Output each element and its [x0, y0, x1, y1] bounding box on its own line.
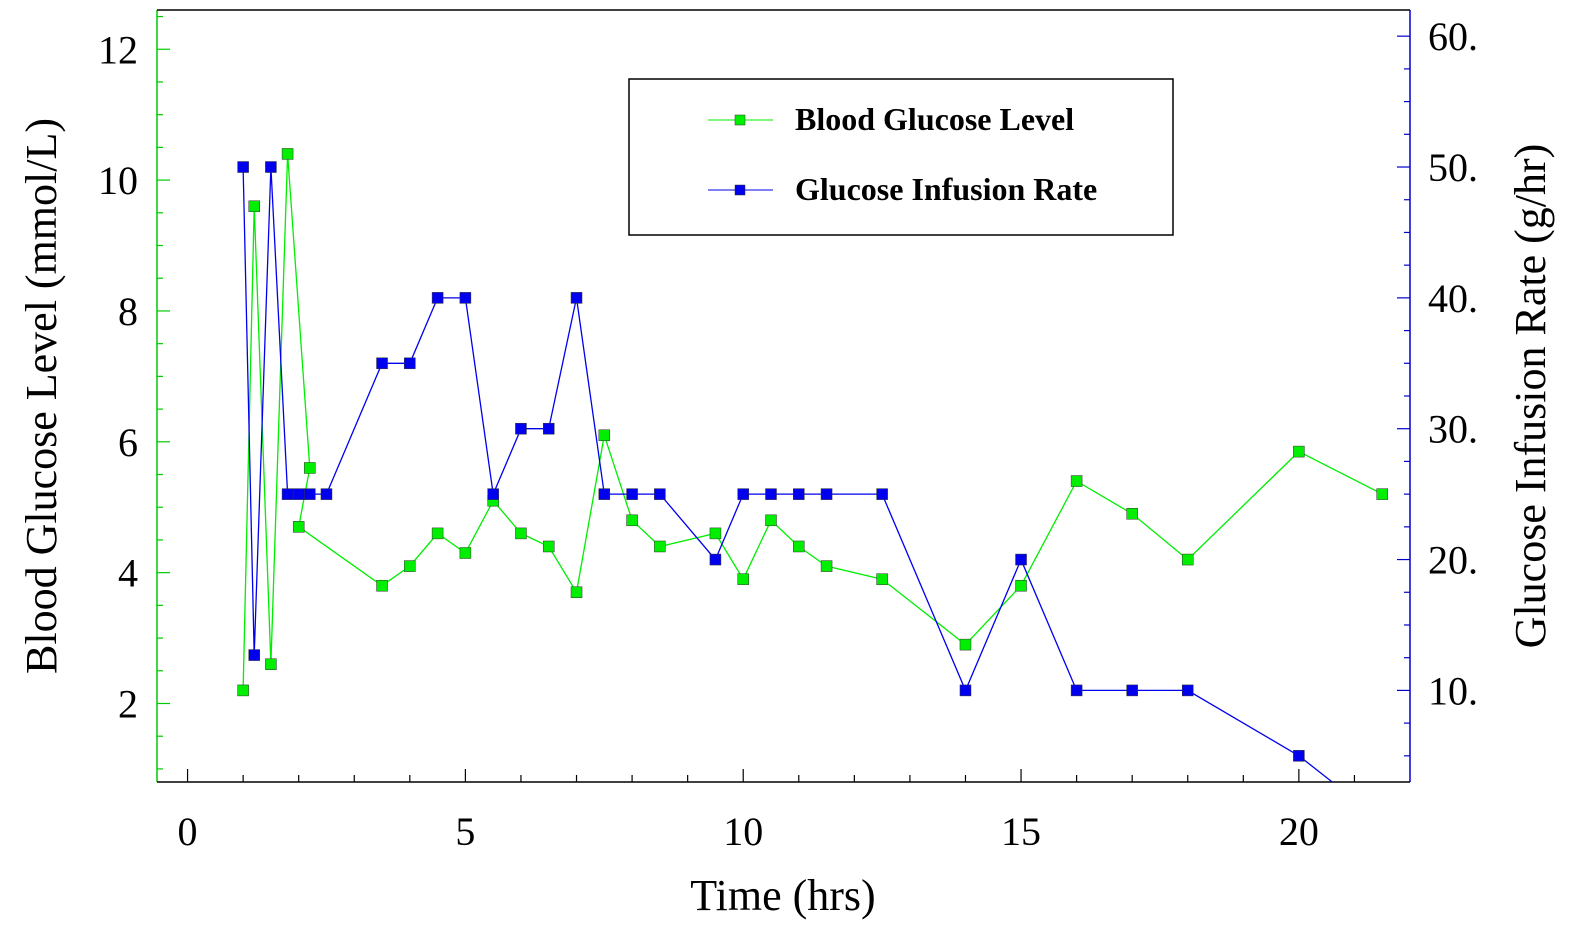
right-y-tick-label: 60. [1428, 14, 1478, 59]
data-point-marker [237, 684, 249, 697]
right-axis-title: Glucose Infusion Rate (g/hr) [1506, 144, 1555, 649]
x-axis-title: Time (hrs) [690, 871, 875, 920]
left-y-tick-label: 10 [98, 158, 138, 203]
right-y-tick-label: 10. [1428, 668, 1478, 713]
left-y-tick-label: 4 [118, 551, 138, 596]
data-point-marker [709, 527, 722, 540]
data-point-marker [304, 462, 316, 474]
x-tick-label: 5 [455, 809, 475, 854]
data-point-marker [793, 488, 805, 500]
data-point-marker [626, 514, 638, 527]
series-infusion-rate [237, 161, 1333, 783]
data-point-marker [459, 547, 472, 559]
data-point-marker [292, 488, 305, 500]
data-point-marker [1015, 579, 1027, 592]
legend-label-glucose: Blood Glucose Level [795, 101, 1074, 137]
data-point-marker [1015, 553, 1027, 566]
data-point-marker [376, 357, 388, 370]
data-point-marker [959, 638, 972, 651]
data-point-marker [793, 540, 805, 553]
legend-swatch-marker-glucose [734, 114, 746, 126]
data-point-marker [876, 573, 888, 585]
series-line [242, 153, 1383, 691]
data-point-marker [1293, 445, 1305, 458]
data-point-marker [598, 488, 611, 500]
x-tick-label: 0 [178, 809, 198, 854]
data-point-marker [515, 422, 527, 435]
data-point-marker [1181, 553, 1194, 566]
data-point-marker [1181, 684, 1194, 697]
data-point-marker [820, 560, 833, 572]
legend: Blood Glucose Level Glucose Infusion Rat… [628, 78, 1174, 236]
data-point-marker [1126, 684, 1138, 697]
data-point-marker [737, 573, 749, 585]
data-point-marker [765, 514, 777, 527]
data-point-marker [1070, 684, 1083, 697]
series-blood-glucose [237, 148, 1388, 697]
left-y-tick-label: 2 [118, 681, 138, 726]
data-point-marker [626, 488, 638, 500]
data-point-marker [709, 553, 722, 566]
legend-swatch-marker-infusion [734, 184, 746, 196]
data-point-marker [487, 488, 499, 500]
left-axis-title: Blood Glucose Level (mmol/L) [17, 118, 66, 674]
data-point-marker [515, 527, 527, 540]
left-y-tick-label: 8 [118, 289, 138, 334]
data-point-marker [459, 292, 472, 304]
data-point-marker [248, 649, 260, 661]
data-point-marker [959, 684, 972, 697]
data-point-marker [598, 429, 611, 442]
data-point-marker [281, 488, 294, 500]
data-point-marker [1126, 508, 1138, 520]
data-point-marker [292, 521, 305, 533]
data-point-marker [376, 579, 388, 592]
left-y-tick-label: 12 [98, 27, 138, 72]
data-point-marker [1293, 750, 1305, 762]
data-point-marker [820, 488, 833, 500]
data-point-marker [570, 586, 583, 599]
right-y-tick-label: 20. [1428, 538, 1478, 583]
series-line [242, 166, 1333, 783]
data-point-marker [1376, 488, 1388, 500]
data-point-marker [654, 488, 666, 500]
right-y-tick-label: 30. [1428, 407, 1478, 452]
x-tick-label: 10 [723, 809, 763, 854]
x-tick-label: 15 [1001, 809, 1041, 854]
legend-box [628, 78, 1174, 236]
data-point-marker [404, 560, 416, 572]
data-point-marker [248, 200, 260, 213]
data-point-marker [320, 488, 333, 500]
data-point-marker [404, 357, 416, 370]
left-y-tick-label: 6 [118, 420, 138, 465]
data-point-marker [265, 658, 277, 670]
data-point-marker [431, 527, 444, 540]
right-y-tick-label: 50. [1428, 145, 1478, 190]
legend-label-infusion: Glucose Infusion Rate [795, 171, 1097, 207]
data-point-marker [304, 488, 316, 500]
data-point-marker [265, 161, 277, 173]
data-point-marker [542, 422, 555, 435]
data-point-marker [237, 161, 249, 173]
data-point-marker [876, 488, 888, 500]
data-point-marker [1070, 475, 1083, 487]
data-point-marker [431, 292, 444, 304]
data-point-marker [737, 488, 749, 500]
data-point-marker [281, 148, 294, 160]
data-point-marker [654, 540, 666, 553]
x-tick-label: 20 [1279, 809, 1319, 854]
data-point-marker [765, 488, 777, 500]
data-point-marker [570, 292, 583, 304]
right-y-tick-label: 40. [1428, 276, 1478, 321]
data-point-marker [542, 540, 555, 553]
